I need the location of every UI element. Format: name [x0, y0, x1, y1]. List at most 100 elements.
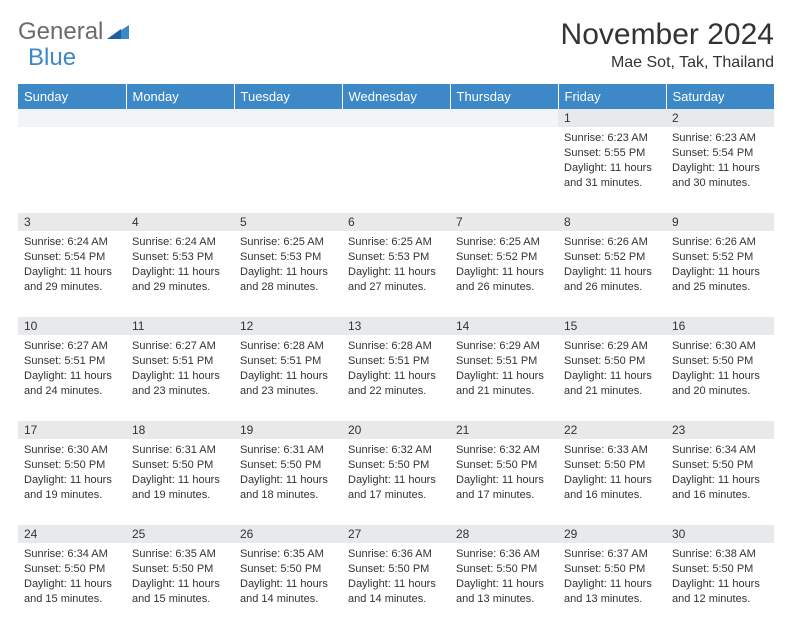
day-number-cell: 9 — [666, 213, 774, 231]
day-number-cell: 12 — [234, 317, 342, 335]
brand-part2: Blue — [28, 44, 76, 71]
sunset-text: Sunset: 5:50 PM — [672, 562, 768, 577]
sunset-text: Sunset: 5:51 PM — [132, 354, 228, 369]
day-header: Saturday — [666, 84, 774, 109]
sunrise-text: Sunrise: 6:24 AM — [132, 235, 228, 250]
day-data-cell: Sunrise: 6:27 AMSunset: 5:51 PMDaylight:… — [18, 335, 126, 421]
day-data-cell: Sunrise: 6:23 AMSunset: 5:55 PMDaylight:… — [558, 127, 666, 213]
day-number-cell: 23 — [666, 421, 774, 439]
sunset-text: Sunset: 5:50 PM — [456, 562, 552, 577]
sunset-text: Sunset: 5:50 PM — [132, 458, 228, 473]
daylight-text: Daylight: 11 hours and 26 minutes. — [564, 265, 660, 295]
sunrise-text: Sunrise: 6:35 AM — [132, 547, 228, 562]
sunrise-text: Sunrise: 6:27 AM — [132, 339, 228, 354]
day-header: Wednesday — [342, 84, 450, 109]
sunrise-text: Sunrise: 6:31 AM — [132, 443, 228, 458]
sunrise-text: Sunrise: 6:36 AM — [348, 547, 444, 562]
day-number-cell: 28 — [450, 525, 558, 543]
day-number-cell: 7 — [450, 213, 558, 231]
daylight-text: Daylight: 11 hours and 16 minutes. — [672, 473, 768, 503]
sunset-text: Sunset: 5:50 PM — [132, 562, 228, 577]
sunset-text: Sunset: 5:51 PM — [240, 354, 336, 369]
day-number-cell: 29 — [558, 525, 666, 543]
sunrise-text: Sunrise: 6:25 AM — [348, 235, 444, 250]
day-number-cell: 4 — [126, 213, 234, 231]
sunset-text: Sunset: 5:50 PM — [24, 562, 120, 577]
daylight-text: Daylight: 11 hours and 14 minutes. — [348, 577, 444, 607]
sunset-text: Sunset: 5:52 PM — [456, 250, 552, 265]
day-number-cell: 3 — [18, 213, 126, 231]
day-data-row: Sunrise: 6:30 AMSunset: 5:50 PMDaylight:… — [18, 439, 774, 525]
sunset-text: Sunset: 5:50 PM — [240, 458, 336, 473]
day-number-cell: 22 — [558, 421, 666, 439]
brand-triangle-icon — [107, 21, 129, 44]
sunrise-text: Sunrise: 6:26 AM — [564, 235, 660, 250]
sunrise-text: Sunrise: 6:36 AM — [456, 547, 552, 562]
day-number-cell: 30 — [666, 525, 774, 543]
day-data-cell: Sunrise: 6:25 AMSunset: 5:53 PMDaylight:… — [342, 231, 450, 317]
day-number-cell: 19 — [234, 421, 342, 439]
daylight-text: Daylight: 11 hours and 14 minutes. — [240, 577, 336, 607]
sunset-text: Sunset: 5:51 PM — [24, 354, 120, 369]
day-number-cell: 25 — [126, 525, 234, 543]
daylight-text: Daylight: 11 hours and 19 minutes. — [24, 473, 120, 503]
day-data-cell: Sunrise: 6:34 AMSunset: 5:50 PMDaylight:… — [18, 543, 126, 629]
day-number-cell: 26 — [234, 525, 342, 543]
sunset-text: Sunset: 5:50 PM — [672, 354, 768, 369]
day-data-cell: Sunrise: 6:36 AMSunset: 5:50 PMDaylight:… — [342, 543, 450, 629]
day-data-cell: Sunrise: 6:23 AMSunset: 5:54 PMDaylight:… — [666, 127, 774, 213]
daylight-text: Daylight: 11 hours and 25 minutes. — [672, 265, 768, 295]
sunset-text: Sunset: 5:50 PM — [564, 354, 660, 369]
day-number-row: 10111213141516 — [18, 317, 774, 335]
day-data-cell: Sunrise: 6:31 AMSunset: 5:50 PMDaylight:… — [126, 439, 234, 525]
sunset-text: Sunset: 5:54 PM — [24, 250, 120, 265]
day-number-cell — [126, 109, 234, 127]
day-data-cell: Sunrise: 6:27 AMSunset: 5:51 PMDaylight:… — [126, 335, 234, 421]
sunrise-text: Sunrise: 6:28 AM — [240, 339, 336, 354]
sunset-text: Sunset: 5:50 PM — [564, 458, 660, 473]
day-number-cell: 1 — [558, 109, 666, 127]
daylight-text: Daylight: 11 hours and 31 minutes. — [564, 161, 660, 191]
day-data-cell: Sunrise: 6:26 AMSunset: 5:52 PMDaylight:… — [666, 231, 774, 317]
sunset-text: Sunset: 5:52 PM — [672, 250, 768, 265]
day-number-cell: 17 — [18, 421, 126, 439]
day-data-cell: Sunrise: 6:32 AMSunset: 5:50 PMDaylight:… — [450, 439, 558, 525]
sunrise-text: Sunrise: 6:33 AM — [564, 443, 660, 458]
calendar-body: 12 Sunrise: 6:23 AMSunset: 5:55 PMDayligh… — [18, 109, 774, 629]
sunrise-text: Sunrise: 6:27 AM — [24, 339, 120, 354]
day-data-cell: Sunrise: 6:30 AMSunset: 5:50 PMDaylight:… — [666, 335, 774, 421]
day-data-cell: Sunrise: 6:34 AMSunset: 5:50 PMDaylight:… — [666, 439, 774, 525]
sunset-text: Sunset: 5:50 PM — [240, 562, 336, 577]
sunset-text: Sunset: 5:51 PM — [348, 354, 444, 369]
day-header: Monday — [126, 84, 234, 109]
sunrise-text: Sunrise: 6:30 AM — [672, 339, 768, 354]
day-data-row: Sunrise: 6:27 AMSunset: 5:51 PMDaylight:… — [18, 335, 774, 421]
day-data-row: Sunrise: 6:23 AMSunset: 5:55 PMDaylight:… — [18, 127, 774, 213]
daylight-text: Daylight: 11 hours and 19 minutes. — [132, 473, 228, 503]
sunset-text: Sunset: 5:50 PM — [24, 458, 120, 473]
day-data-cell: Sunrise: 6:36 AMSunset: 5:50 PMDaylight:… — [450, 543, 558, 629]
day-data-row: Sunrise: 6:34 AMSunset: 5:50 PMDaylight:… — [18, 543, 774, 629]
day-header: Tuesday — [234, 84, 342, 109]
sunrise-text: Sunrise: 6:29 AM — [456, 339, 552, 354]
sunrise-text: Sunrise: 6:34 AM — [24, 547, 120, 562]
day-number-cell — [450, 109, 558, 127]
daylight-text: Daylight: 11 hours and 20 minutes. — [672, 369, 768, 399]
day-data-cell: Sunrise: 6:37 AMSunset: 5:50 PMDaylight:… — [558, 543, 666, 629]
day-data-cell — [450, 127, 558, 213]
day-header: Sunday — [18, 84, 126, 109]
location-text: Mae Sot, Tak, Thailand — [561, 54, 774, 72]
sunrise-text: Sunrise: 6:38 AM — [672, 547, 768, 562]
day-number-cell: 5 — [234, 213, 342, 231]
day-data-cell — [342, 127, 450, 213]
day-number-row: 17181920212223 — [18, 421, 774, 439]
sunset-text: Sunset: 5:53 PM — [132, 250, 228, 265]
daylight-text: Daylight: 11 hours and 23 minutes. — [240, 369, 336, 399]
sunset-text: Sunset: 5:52 PM — [564, 250, 660, 265]
sunrise-text: Sunrise: 6:28 AM — [348, 339, 444, 354]
sunset-text: Sunset: 5:53 PM — [348, 250, 444, 265]
sunrise-text: Sunrise: 6:31 AM — [240, 443, 336, 458]
day-number-cell: 6 — [342, 213, 450, 231]
sunset-text: Sunset: 5:50 PM — [564, 562, 660, 577]
day-data-cell — [234, 127, 342, 213]
